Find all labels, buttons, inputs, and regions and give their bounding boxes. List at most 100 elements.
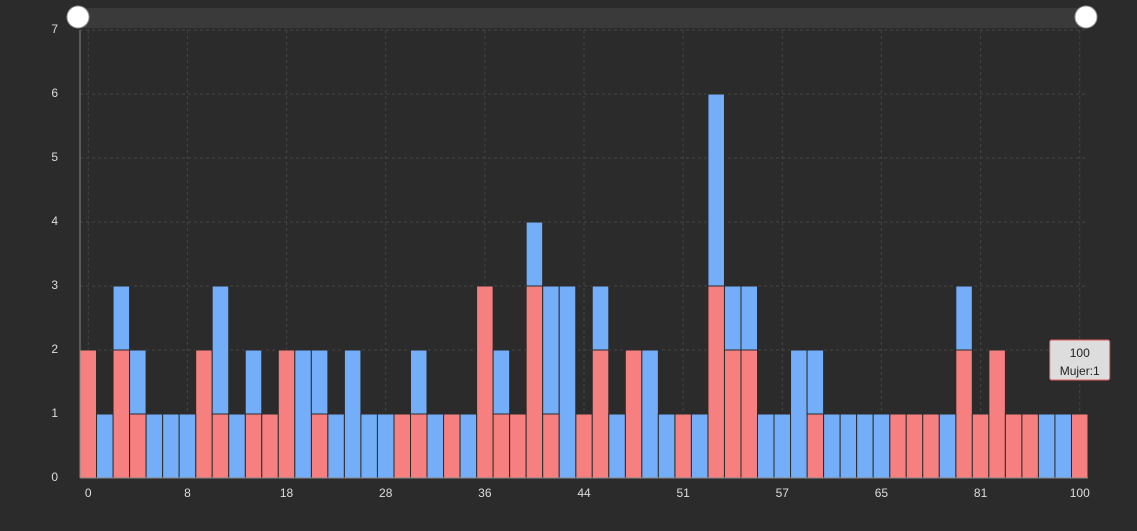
bar <box>988 349 1006 479</box>
bar <box>492 349 511 415</box>
bar <box>244 349 263 415</box>
bar <box>707 93 725 287</box>
bar <box>310 413 329 479</box>
bar <box>476 285 494 479</box>
bar <box>112 349 131 479</box>
bar <box>657 413 676 479</box>
bar <box>343 349 362 479</box>
bar <box>376 413 395 479</box>
bar <box>525 285 544 479</box>
x-tick-label: 8 <box>184 486 191 500</box>
x-tick-label: 44 <box>577 486 591 500</box>
x-tick-label: 65 <box>875 486 889 500</box>
tooltip: 100 Mujer:1 <box>1049 339 1111 381</box>
y-tick-label: 2 <box>51 342 58 356</box>
bar <box>211 413 230 479</box>
bar <box>591 285 610 351</box>
bar <box>409 349 428 415</box>
y-tick-label: 1 <box>51 406 58 420</box>
bar <box>79 349 98 479</box>
bar <box>1054 413 1072 479</box>
x-tick-label: 36 <box>478 486 492 500</box>
bar <box>740 285 759 351</box>
x-tick-label: 0 <box>85 486 92 500</box>
bar <box>129 413 147 479</box>
bar <box>608 413 626 479</box>
bar <box>178 413 197 479</box>
bar <box>1004 413 1023 479</box>
bar <box>1070 413 1089 479</box>
x-tick-label: 18 <box>280 486 294 500</box>
tooltip-text: Mujer:1 <box>1060 364 1100 378</box>
bar <box>1021 413 1039 479</box>
zoom-handle-left[interactable] <box>66 5 90 29</box>
tooltip-box <box>1049 339 1111 381</box>
bar <box>575 413 593 479</box>
x-tick-label: 57 <box>776 486 790 500</box>
bar <box>426 413 445 479</box>
bar <box>1037 413 1056 479</box>
bar <box>509 413 527 479</box>
bar <box>839 413 858 479</box>
bar <box>360 413 378 479</box>
bar <box>790 349 808 479</box>
bar <box>624 349 643 479</box>
bar <box>690 413 709 479</box>
bar <box>740 349 759 479</box>
y-tick-label: 0 <box>51 470 58 484</box>
x-tick-label: 51 <box>676 486 690 500</box>
bar <box>955 349 973 479</box>
bar <box>938 413 957 479</box>
bar <box>195 349 213 479</box>
bar <box>129 349 147 415</box>
y-tick-label: 4 <box>51 214 58 228</box>
y-tick-label: 3 <box>51 278 58 292</box>
bar <box>806 413 825 479</box>
bar <box>443 413 461 479</box>
bar <box>558 285 577 479</box>
bar <box>525 221 544 287</box>
bar <box>310 349 329 415</box>
bar <box>723 285 742 351</box>
bar <box>211 285 230 415</box>
bar <box>459 413 478 479</box>
bar <box>96 413 114 479</box>
y-tick-label: 7 <box>51 22 58 36</box>
bar <box>145 413 164 479</box>
bar <box>806 349 825 415</box>
bar <box>971 413 990 479</box>
bar <box>823 413 841 479</box>
bar <box>228 413 246 479</box>
bar <box>872 413 891 479</box>
bar <box>162 413 180 479</box>
zoom-slider[interactable] <box>78 8 1086 28</box>
zoom-handle-right[interactable] <box>1074 5 1098 29</box>
y-tick-label: 6 <box>51 86 58 100</box>
bar <box>542 413 560 479</box>
bar <box>261 413 279 479</box>
bar <box>393 413 411 479</box>
bar <box>773 413 792 479</box>
bar <box>889 413 907 479</box>
bar <box>327 413 345 479</box>
bar <box>674 413 692 479</box>
y-tick-label: 5 <box>51 150 58 164</box>
bar <box>112 285 131 351</box>
bar <box>955 285 973 351</box>
x-tick-label: 81 <box>974 486 988 500</box>
bar <box>641 349 659 479</box>
bar <box>542 285 560 415</box>
bar <box>591 349 610 479</box>
bar <box>294 349 312 479</box>
tooltip-title: 100 <box>1070 346 1090 360</box>
bar <box>856 413 874 479</box>
bar <box>707 285 725 479</box>
x-tick-label: 100 <box>1070 486 1090 500</box>
bar <box>723 349 742 479</box>
x-tick-label: 28 <box>379 486 393 500</box>
bar <box>409 413 428 479</box>
bar <box>244 413 263 479</box>
bar <box>905 413 924 479</box>
bar <box>492 413 511 479</box>
